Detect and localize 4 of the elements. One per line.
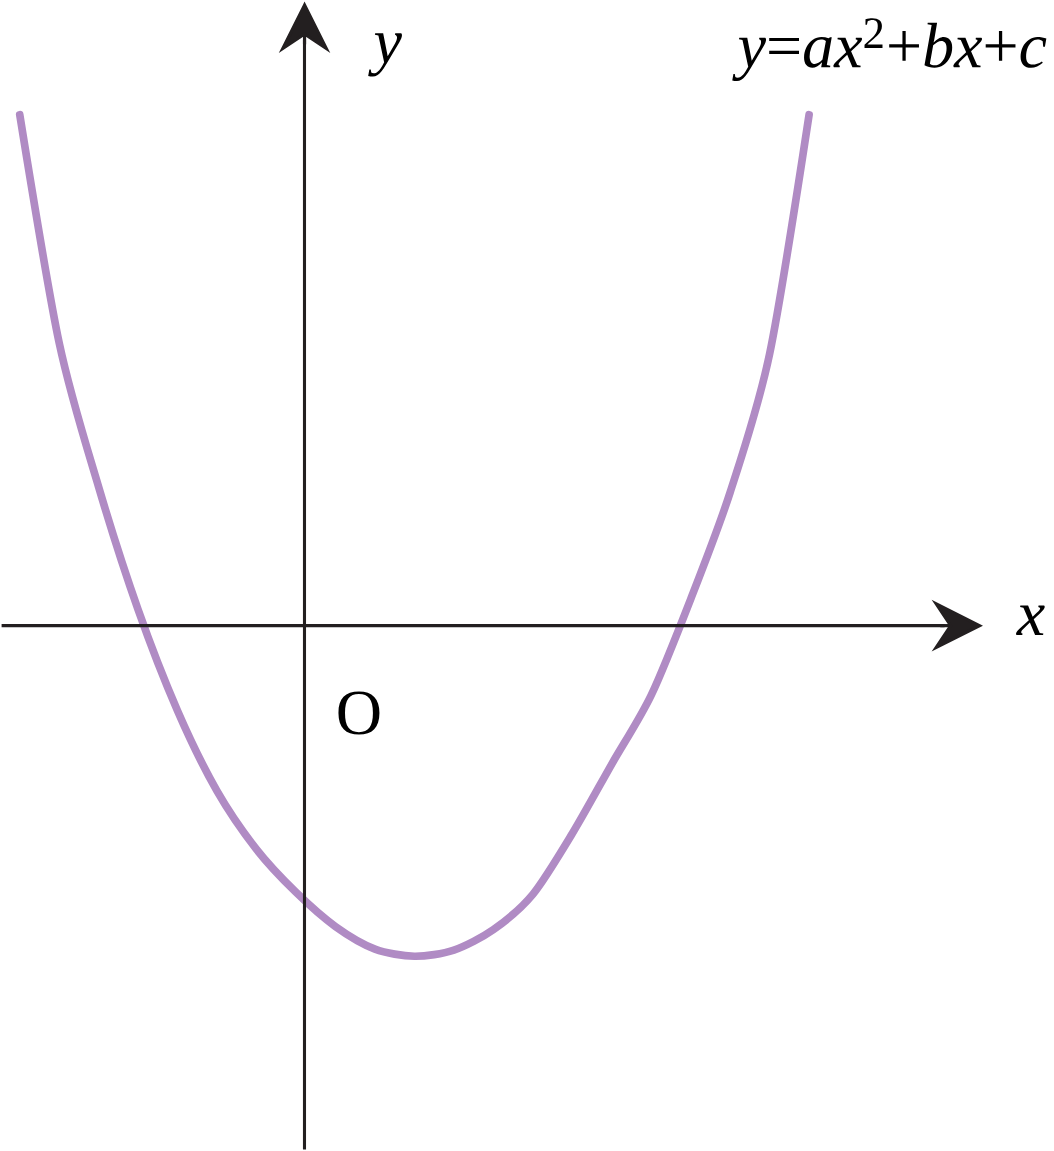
y-axis-title: y	[368, 33, 402, 77]
annotation: O	[338, 691, 380, 735]
series-label: y=ax$^{2}$+bx+c	[732, 18, 1047, 81]
x-axis-title: x	[1015, 605, 1045, 635]
